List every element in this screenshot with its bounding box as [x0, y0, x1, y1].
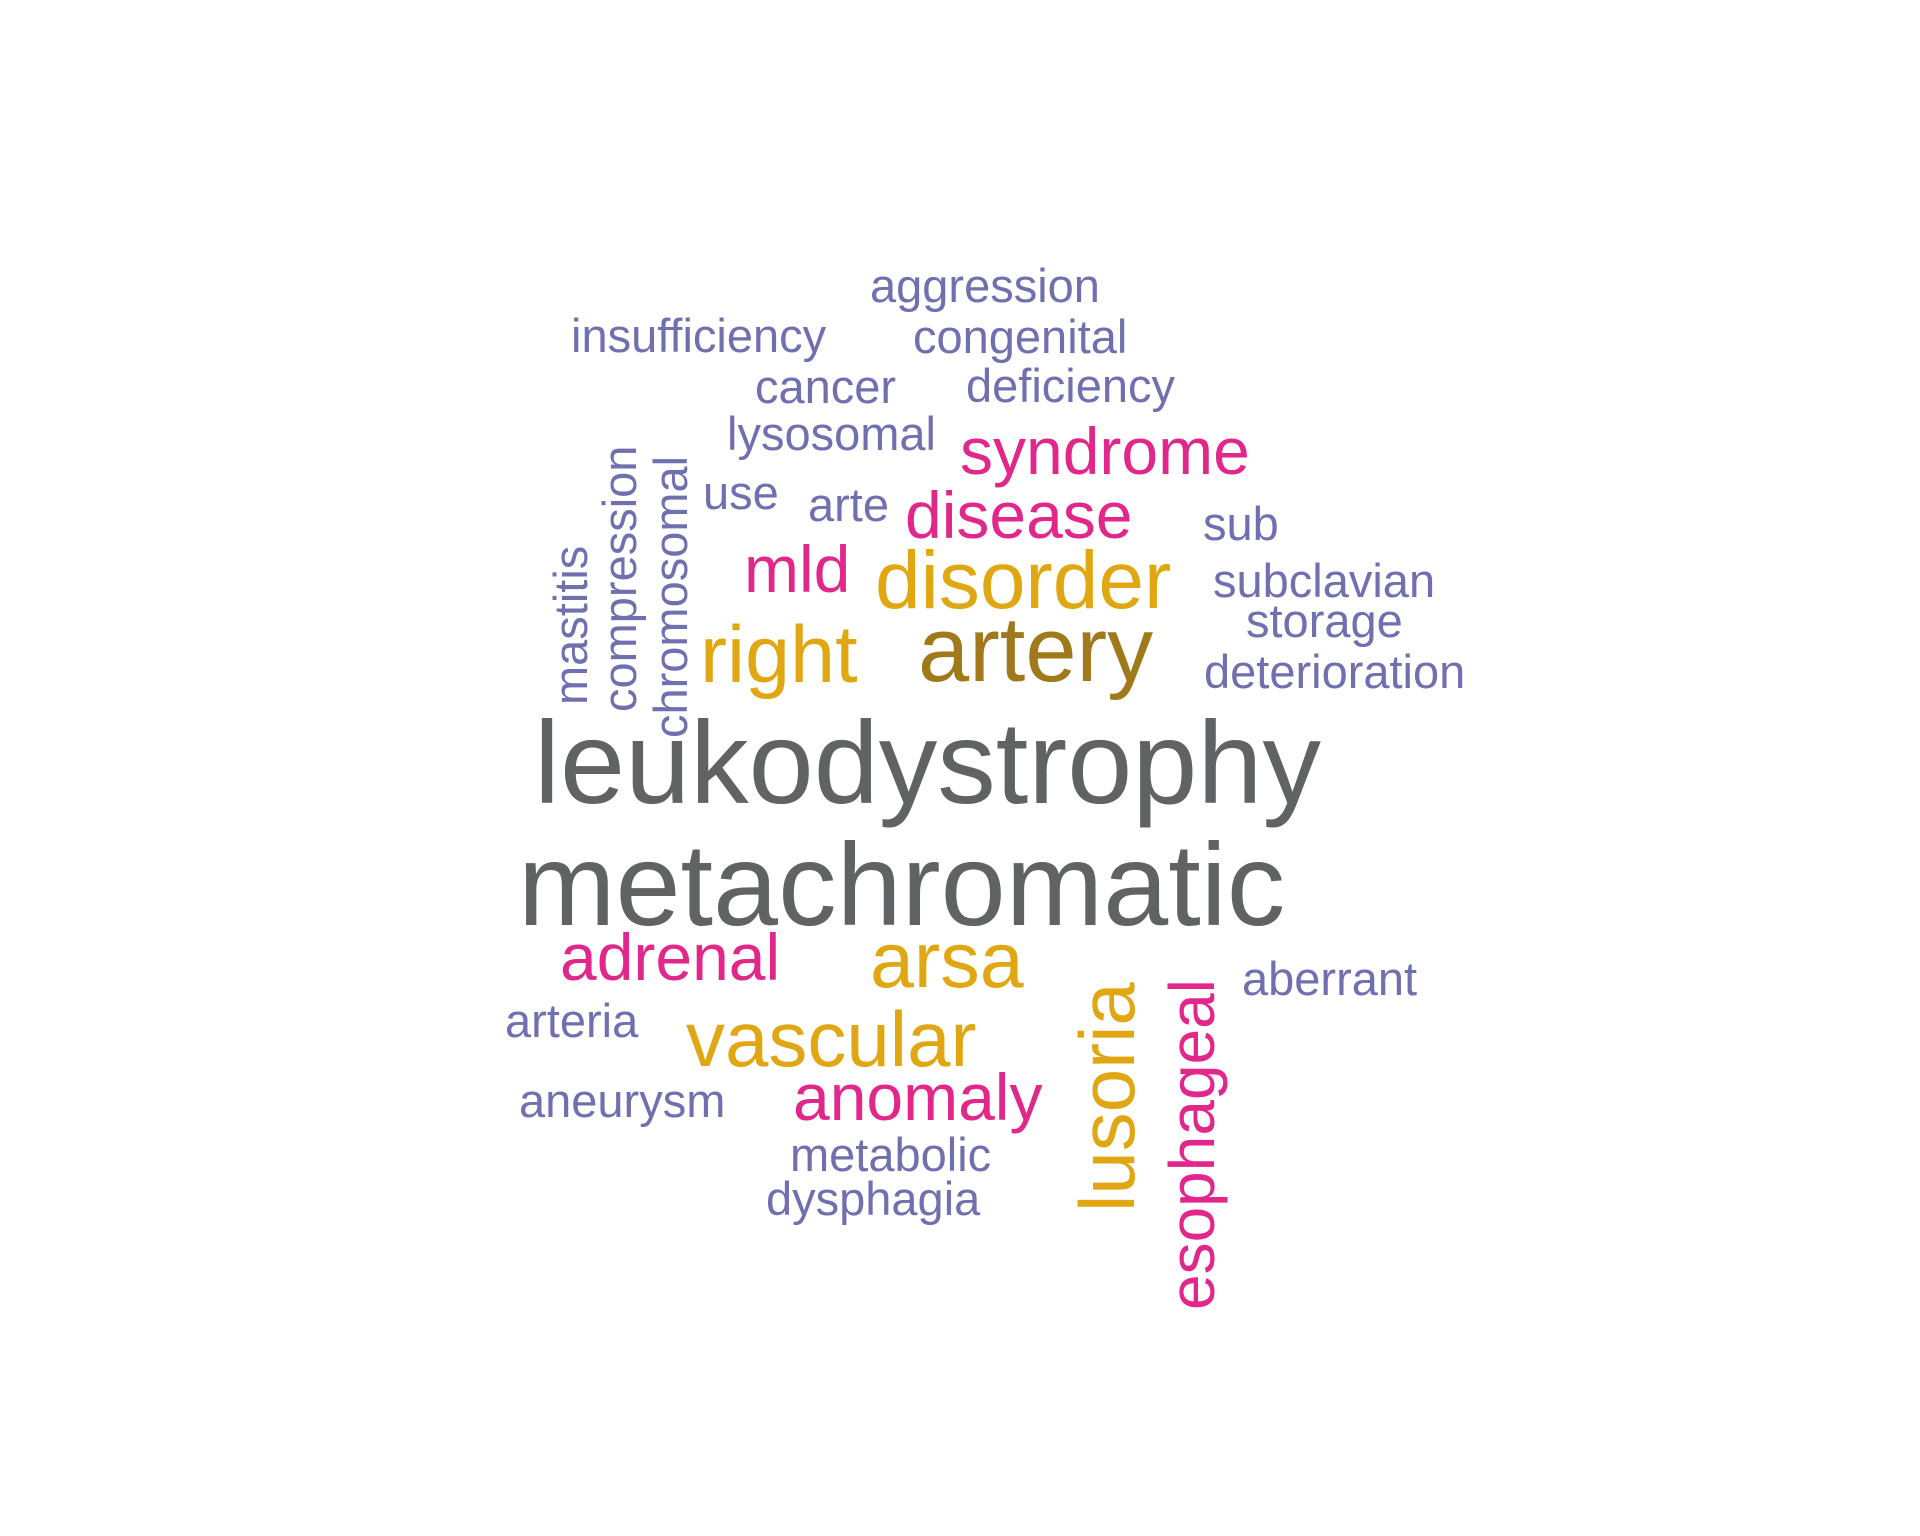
word-aberrant: aberrant: [1242, 952, 1418, 1005]
word-mld: mld: [744, 532, 851, 606]
word-dysphagia: dysphagia: [766, 1172, 981, 1225]
word-aneurysm: aneurysm: [519, 1074, 726, 1127]
word-mastitis: mastitis: [544, 545, 597, 705]
word-storage: storage: [1246, 594, 1403, 647]
word-vascular: vascular: [686, 995, 977, 1083]
word-deterioration: deterioration: [1204, 645, 1466, 698]
word-right: right: [700, 610, 858, 700]
word-syndrome: syndrome: [960, 414, 1250, 488]
word-aggression: aggression: [870, 259, 1100, 312]
word-lusoria: lusoria: [1063, 982, 1151, 1212]
word-arte: arte: [808, 478, 889, 531]
word-insufficiency: insufficiency: [571, 309, 827, 362]
word-leukodystrophy: leukodystrophy: [534, 697, 1321, 828]
word-subclavian: subclavian: [1213, 554, 1436, 607]
word-anomaly: anomaly: [793, 1060, 1043, 1134]
word-chromosomal: chromosomal: [644, 455, 697, 738]
word-compression: compression: [593, 445, 646, 712]
word-deficiency: deficiency: [966, 359, 1175, 412]
word-use: use: [703, 466, 779, 519]
word-metachromatic: metachromatic: [518, 819, 1286, 950]
word-metabolic: metabolic: [790, 1128, 992, 1181]
word-arsa: arsa: [870, 915, 1024, 1004]
word-artery: artery: [918, 599, 1154, 701]
word-disorder: disorder: [875, 535, 1172, 626]
word-esophageal: esophageal: [1156, 979, 1228, 1310]
word-congenital: congenital: [913, 310, 1128, 363]
word-arteria: arteria: [505, 994, 639, 1047]
word-cancer: cancer: [755, 360, 897, 413]
word-lysosomal: lysosomal: [727, 407, 936, 460]
word-adrenal: adrenal: [560, 920, 781, 994]
word-sub: sub: [1203, 497, 1279, 550]
word-disease: disease: [905, 478, 1133, 552]
